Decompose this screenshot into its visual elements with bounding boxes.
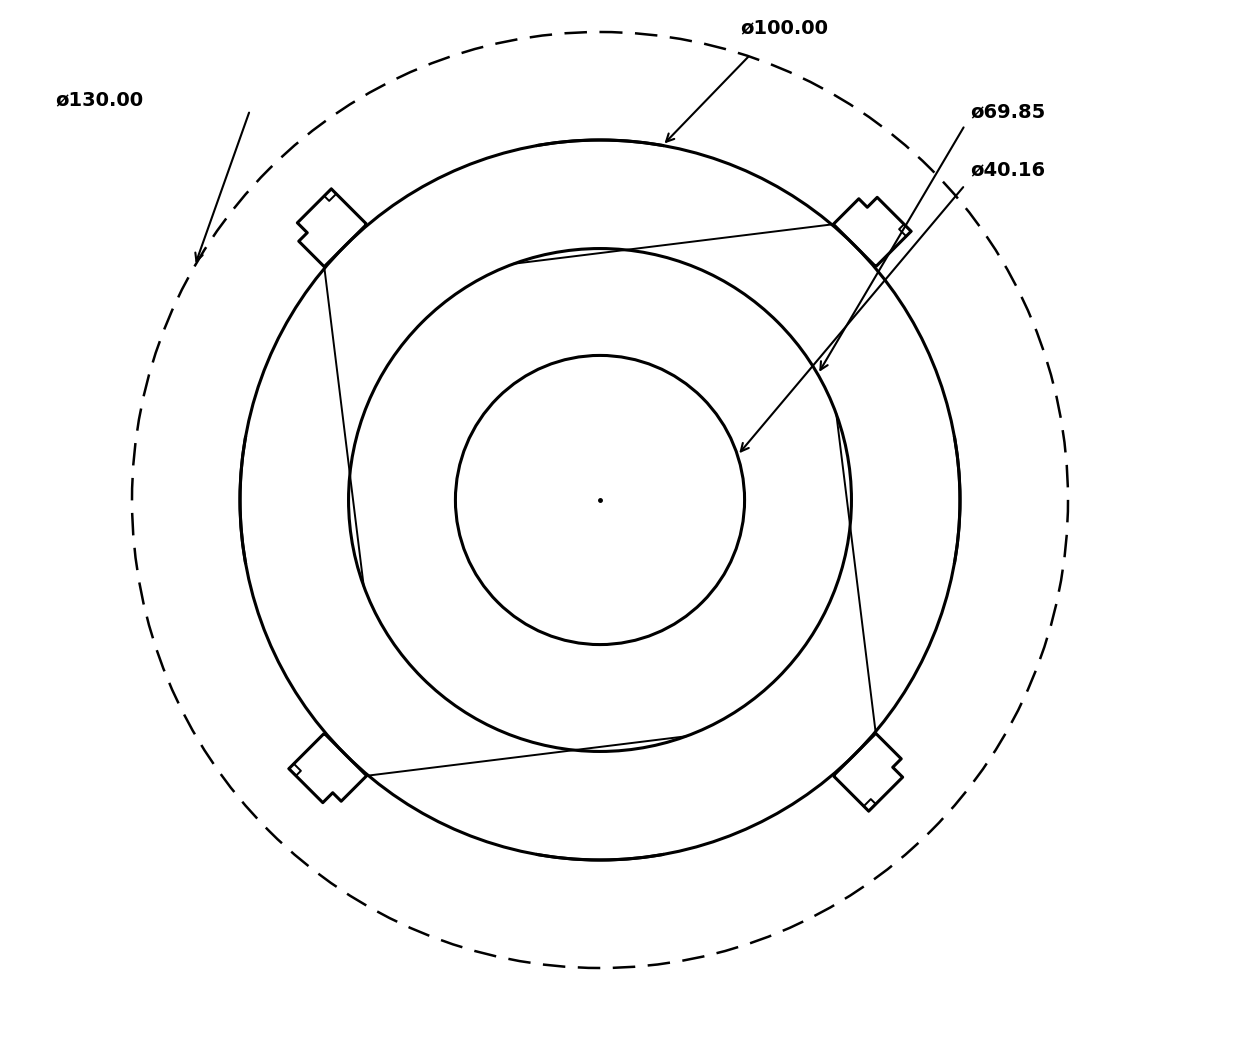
Text: ø130.00: ø130.00: [55, 90, 143, 109]
Text: ø69.85: ø69.85: [970, 103, 1045, 122]
Text: ø100.00: ø100.00: [740, 19, 828, 37]
Text: ø40.16: ø40.16: [970, 160, 1045, 180]
